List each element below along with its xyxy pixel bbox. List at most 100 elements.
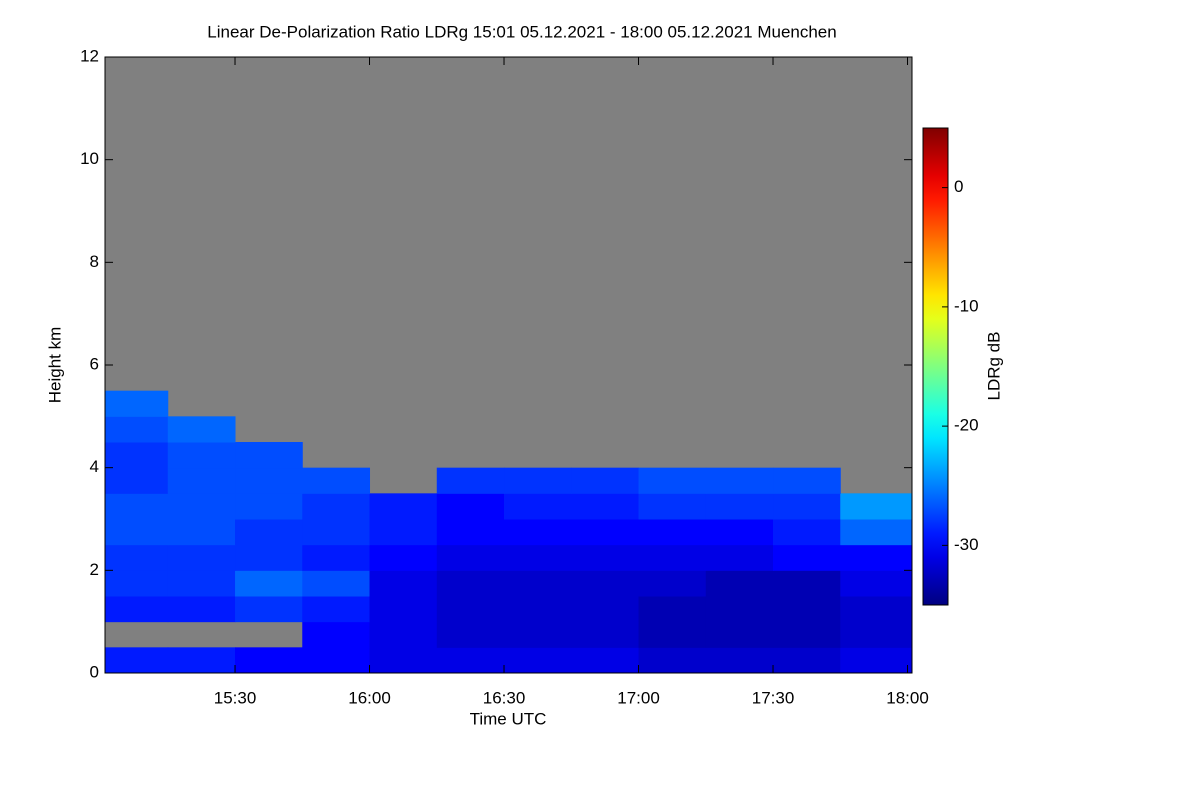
- heatmap-cell: [436, 621, 505, 648]
- heatmap-cell: [571, 596, 640, 623]
- heatmap-cell: [302, 647, 371, 674]
- y-tick-label: 10: [80, 149, 99, 168]
- heatmap-cell: [369, 596, 438, 623]
- y-tick-label: 12: [80, 46, 99, 65]
- heatmap-cell: [436, 493, 505, 520]
- heatmap-cell: [638, 596, 707, 623]
- heatmap-cell: [369, 493, 438, 520]
- heatmap-cell: [840, 647, 913, 674]
- heatmap-cell: [167, 442, 236, 469]
- heatmap-cell: [105, 493, 169, 520]
- heatmap-cell: [235, 544, 303, 571]
- heatmap-cell: [840, 621, 913, 648]
- heatmap-cell: [840, 493, 913, 520]
- heatmap-cell: [302, 570, 371, 597]
- heatmap-cell: [167, 416, 236, 443]
- heatmap-cell: [235, 442, 303, 469]
- heatmap-cell: [571, 544, 640, 571]
- heatmap-cell: [369, 621, 438, 648]
- heatmap-cell: [571, 647, 640, 674]
- heatmap-cell: [504, 596, 572, 623]
- heatmap-cell: [436, 647, 505, 674]
- heatmap-cell: [504, 544, 572, 571]
- heatmap-cell: [105, 442, 169, 469]
- heatmap-cell: [638, 570, 707, 597]
- y-tick-label: 4: [90, 457, 99, 476]
- heatmap-cell: [105, 467, 169, 494]
- heatmap-cell: [773, 621, 841, 648]
- x-tick-label: 17:00: [617, 688, 660, 707]
- colorbar-label: LDRg dB: [984, 332, 1003, 401]
- y-tick-label: 2: [90, 560, 99, 579]
- heatmap-cell: [773, 493, 841, 520]
- heatmap-cell: [571, 570, 640, 597]
- heatmap-cell: [436, 467, 505, 494]
- heatmap-cell: [369, 544, 438, 571]
- heatmap-cell: [167, 570, 236, 597]
- heatmap-cell: [504, 570, 572, 597]
- heatmap-cell: [105, 416, 169, 443]
- heatmap-cell: [369, 647, 438, 674]
- heatmap-cell: [436, 519, 505, 546]
- heatmap-cell: [705, 544, 774, 571]
- heatmap-cell: [105, 647, 169, 674]
- heatmap-cell: [705, 647, 774, 674]
- x-tick-label: 16:00: [348, 688, 391, 707]
- colorbar-tick-label: -10: [954, 296, 979, 315]
- heatmap-cell: [235, 467, 303, 494]
- heatmap-cell: [105, 519, 169, 546]
- heatmap-cell: [840, 596, 913, 623]
- chart-title: Linear De-Polarization Ratio LDRg 15:01 …: [207, 22, 836, 41]
- heatmap-cell: [235, 570, 303, 597]
- heatmap-cell: [705, 570, 774, 597]
- heatmap-cell: [773, 544, 841, 571]
- heatmap-cell: [302, 519, 371, 546]
- heatmap-cell: [840, 570, 913, 597]
- heatmap-cell: [504, 647, 572, 674]
- colorbar-tick-label: -30: [954, 535, 979, 554]
- heatmap-cell: [436, 596, 505, 623]
- heatmap-cell: [167, 596, 236, 623]
- x-tick-label: 15:30: [214, 688, 257, 707]
- y-tick-label: 8: [90, 252, 99, 271]
- heatmap-cell: [638, 493, 707, 520]
- heatmap-cell: [504, 493, 572, 520]
- heatmap-cell: [436, 570, 505, 597]
- heatmap-cell: [638, 544, 707, 571]
- heatmap-cell: [369, 570, 438, 597]
- heatmap-cell: [705, 467, 774, 494]
- colorbar-tick-label: 0: [954, 177, 963, 196]
- heatmap-cell: [571, 467, 640, 494]
- heatmap-cell: [504, 621, 572, 648]
- heatmap-cell: [504, 467, 572, 494]
- heatmap-cell: [436, 544, 505, 571]
- heatmap-cell: [571, 493, 640, 520]
- heatmap-cell: [302, 493, 371, 520]
- heatmap-cell: [773, 570, 841, 597]
- colorbar-tick-label: -20: [954, 416, 979, 435]
- heatmap-cell: [773, 467, 841, 494]
- heatmap-cell: [302, 467, 371, 494]
- heatmap-cell: [235, 596, 303, 623]
- heatmap-cell: [773, 647, 841, 674]
- x-tick-label: 16:30: [483, 688, 526, 707]
- y-tick-label: 6: [90, 354, 99, 373]
- heatmap-cell: [302, 596, 371, 623]
- heatmap-cell: [840, 519, 913, 546]
- heatmap-cell: [235, 519, 303, 546]
- heatmap-cell: [302, 621, 371, 648]
- heatmap-cell: [705, 519, 774, 546]
- heatmap-cell: [302, 544, 371, 571]
- colorbar: [922, 127, 949, 606]
- heatmap-cell: [571, 519, 640, 546]
- y-tick-label: 0: [90, 662, 99, 681]
- x-tick-label: 18:00: [886, 688, 929, 707]
- heatmap-cell: [167, 467, 236, 494]
- heatmap-cell: [235, 493, 303, 520]
- heatmap-cell: [773, 519, 841, 546]
- heatmap-cell: [167, 544, 236, 571]
- heatmap-cell: [705, 493, 774, 520]
- heatmap-cell: [167, 493, 236, 520]
- heatmap-cell: [638, 647, 707, 674]
